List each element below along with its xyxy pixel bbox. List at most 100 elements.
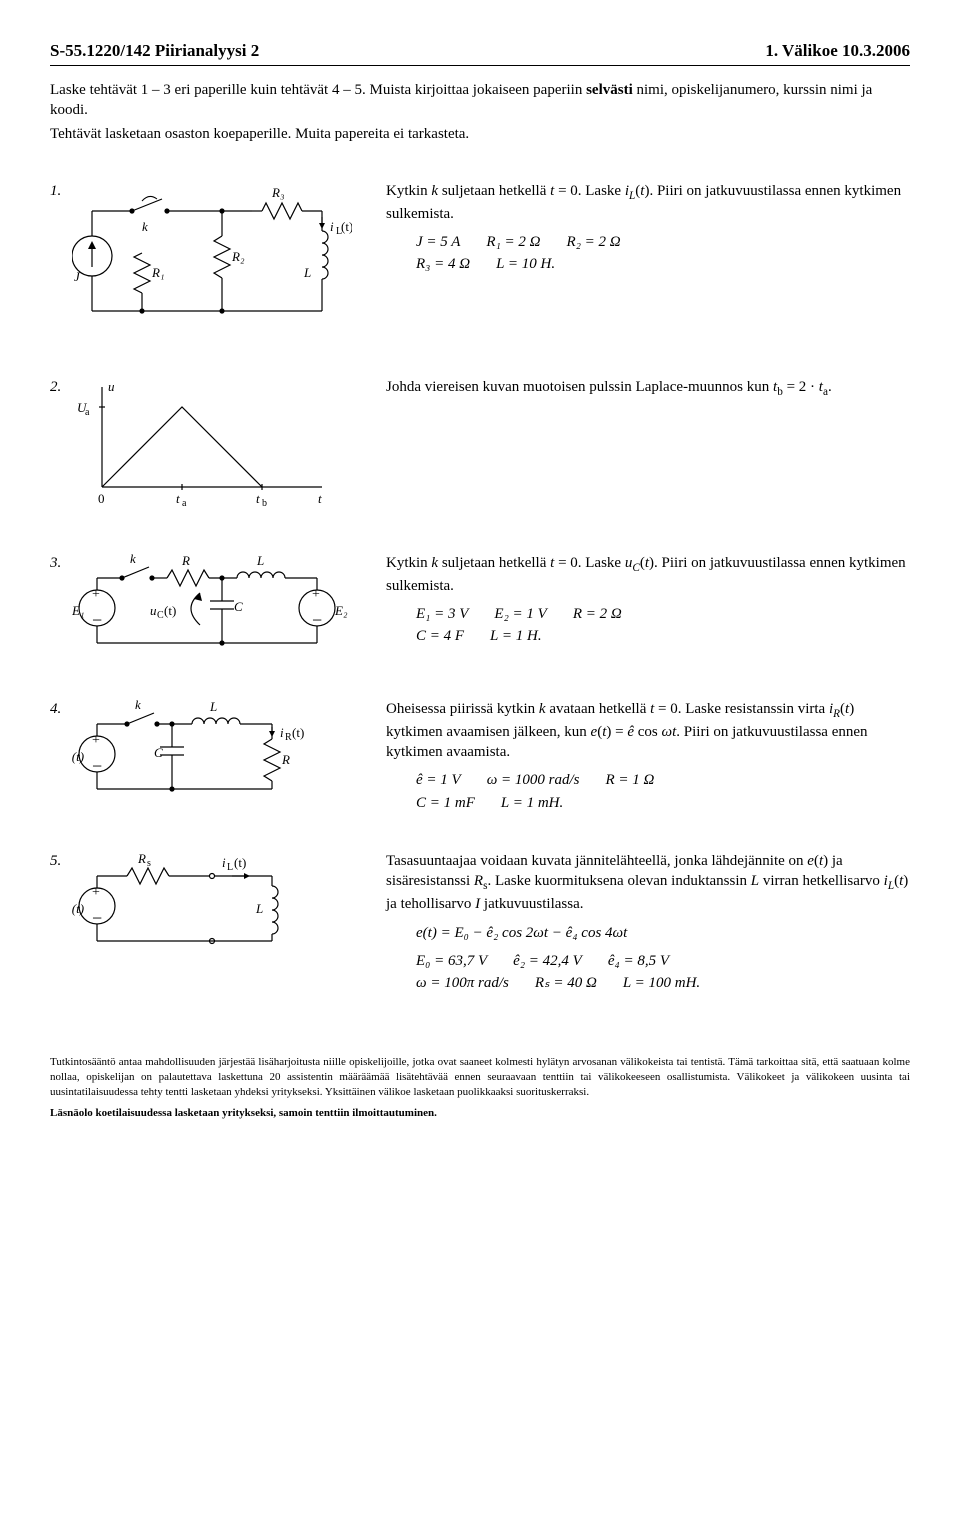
problem-2-number: 2. [50, 377, 72, 517]
p3-t-e: = 0. Laske [554, 555, 625, 571]
svg-text:L: L [227, 862, 233, 873]
p5-t-q: jatkuvuustilassa. [480, 896, 583, 912]
svg-text:L: L [255, 901, 263, 916]
p3-v4: C = 4 F [416, 626, 464, 646]
p3-v3: R = 2 Ω [573, 604, 622, 624]
svg-text:R₁: R₁ [151, 265, 164, 280]
footer: Tutkintosääntö antaa mahdollisuuden järj… [50, 1055, 910, 1120]
svg-text:b: b [262, 498, 267, 509]
svg-text:k: k [130, 553, 136, 566]
svg-text:t: t [318, 491, 322, 506]
p4-t-c: avataan hetkellä [546, 701, 651, 717]
p3-t-g: C [632, 562, 640, 574]
p5-t-i: L [751, 873, 759, 889]
svg-text:(t): (t) [341, 219, 352, 234]
p4-t-q: ωt [662, 724, 677, 740]
svg-text:(t): (t) [234, 855, 246, 870]
p4-t-g: R [833, 708, 840, 720]
p4-t-a: Oheisessa piirissä kytkin [386, 701, 539, 717]
svg-text:i: i [330, 219, 334, 234]
svg-text:E₂: E₂ [334, 603, 348, 618]
footer-p1: Tutkintosääntö antaa mahdollisuuden järj… [50, 1055, 910, 1100]
footer-p2-bold: Läsnäolo koetilaisuudessa lasketaan yrit… [50, 1107, 437, 1119]
p5-v4: ω = 100π rad/s [416, 973, 509, 993]
p5-t-a: Tasasuuntaajaa voidaan kuvata jänniteläh… [386, 853, 807, 869]
svg-text:+: + [92, 587, 100, 602]
header-right: 1. Välikoe 10.3.2006 [765, 40, 910, 63]
p4-v2: ω = 1000 rad/s [487, 770, 580, 790]
svg-text:R: R [281, 752, 290, 767]
p1-v2: R₁ = 2 Ω [486, 232, 540, 252]
problem-4-figure: + − e(t) k C L [72, 699, 372, 815]
p3-values: E₁ = 3 V E₂ = 1 V R = 2 Ω C = 4 F L = 1 … [386, 604, 910, 647]
p1-v5: L = 10 H. [496, 254, 555, 274]
problem-4: 4. + − e(t) k C L [50, 699, 910, 815]
p4-t-o: ê [627, 724, 634, 740]
svg-text:R₂: R₂ [231, 249, 245, 264]
p3-v2: E₂ = 1 V [494, 604, 546, 624]
svg-text:u: u [108, 379, 115, 394]
footer-p2: Läsnäolo koetilaisuudessa lasketaan yrit… [50, 1106, 910, 1121]
p1-v4: R₃ = 4 Ω [416, 254, 470, 274]
p5-v5: Rₛ = 40 Ω [535, 973, 597, 993]
header-left: S-55.1220/142 Piirianalyysi 2 [50, 40, 259, 63]
p5-v1: E₀ = 63,7 V [416, 951, 487, 971]
p4-t-p: cos [634, 724, 662, 740]
svg-text:(t): (t) [292, 725, 304, 740]
p1-v1: J = 5 A [416, 232, 460, 252]
problem-2-body: Johda viereisen kuvan muotoisen pulssin … [372, 377, 910, 517]
p5-t-f: R [474, 873, 483, 889]
p5-t-j: virran hetkellisarvo [759, 873, 884, 889]
p4-v4: C = 1 mF [416, 793, 475, 813]
svg-text:t: t [256, 491, 260, 506]
svg-text:R: R [181, 553, 190, 568]
svg-text:k: k [135, 699, 141, 712]
svg-text:L: L [209, 699, 217, 714]
svg-text:k: k [142, 219, 148, 234]
intro-line1-a: Laske tehtävät 1 – 3 eri paperille kuin … [50, 82, 586, 98]
svg-text:E₁: E₁ [72, 603, 84, 618]
intro-text: Laske tehtävät 1 – 3 eri paperille kuin … [50, 80, 910, 145]
p3-t-a: Kytkin [386, 555, 431, 571]
intro-line2: Tehtävät lasketaan osaston koepaperille.… [50, 124, 910, 144]
svg-text:a: a [182, 498, 187, 509]
svg-text:+: + [312, 587, 320, 602]
problem-3-figure: + − E₁ k R L + − E₂ [72, 553, 372, 663]
svg-text:R: R [285, 732, 292, 743]
p1-t-e: = 0. Laske [554, 183, 625, 199]
p4-t-n: ) = [606, 724, 627, 740]
svg-text:s: s [147, 858, 151, 869]
p2-t-d: = 2 · [783, 379, 819, 395]
p4-v1: ê = 1 V [416, 770, 461, 790]
p1-values: J = 5 A R₁ = 2 Ω R₂ = 2 Ω R₃ = 4 Ω L = 1… [386, 232, 910, 275]
svg-text:e(t): e(t) [72, 901, 84, 916]
svg-text:+: + [92, 885, 100, 900]
p5-v6: L = 100 mH. [623, 973, 700, 993]
intro-line1-b: selvästi [586, 82, 633, 98]
p1-t-a: Kytkin [386, 183, 431, 199]
svg-text:e(t): e(t) [72, 749, 84, 764]
svg-text:L: L [256, 553, 264, 568]
p2-t-a: Johda viereisen kuvan muotoisen pulssin … [386, 379, 773, 395]
problem-4-number: 4. [50, 699, 72, 815]
svg-text:a: a [85, 407, 90, 418]
problem-5-number: 5. [50, 851, 72, 995]
problem-3-number: 3. [50, 553, 72, 663]
svg-text:(t): (t) [164, 603, 176, 618]
p1-v3: R₂ = 2 Ω [567, 232, 621, 252]
problem-5-body: Tasasuuntaajaa voidaan kuvata jänniteläh… [372, 851, 910, 995]
problem-5-figure: + − e(t) R s i L (t) L [72, 851, 372, 995]
svg-text:i: i [222, 855, 226, 870]
problem-2: 2. u U a 0 t a t b t Johda viereisen kuv… [50, 377, 910, 517]
svg-text:R: R [137, 851, 146, 866]
problem-2-figure: u U a 0 t a t b t [72, 377, 372, 517]
problem-1-body: Kytkin k suljetaan hetkellä t = 0. Laske… [372, 181, 910, 341]
p5-v2: ê₂ = 42,4 V [513, 951, 582, 971]
page-header: S-55.1220/142 Piirianalyysi 2 1. Välikoe… [50, 40, 910, 63]
p4-t-e: = 0. Laske resistanssin virta [654, 701, 829, 717]
header-rule [50, 65, 910, 66]
problem-3-body: Kytkin k suljetaan hetkellä t = 0. Laske… [372, 553, 910, 663]
p3-v1: E₁ = 3 V [416, 604, 468, 624]
problem-5: 5. + − e(t) R s i L (t) [50, 851, 910, 995]
svg-text:C: C [157, 610, 164, 621]
